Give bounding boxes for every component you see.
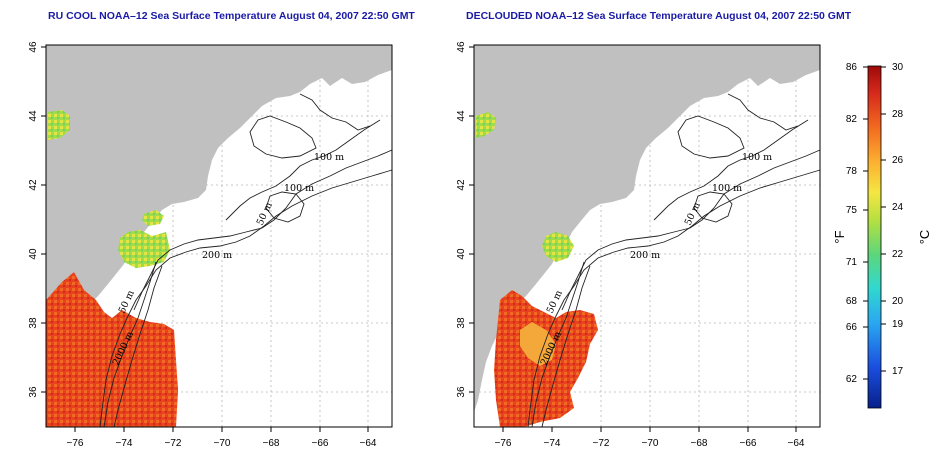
sst-cool-patch (142, 210, 164, 226)
fahrenheit-tick-label: 78 (846, 166, 858, 177)
sst-warm-area (520, 322, 556, 366)
gridlines (46, 45, 392, 427)
gridlines (474, 45, 820, 427)
lon-tick-labels: −76 −74 −72 −70 −68 −66 −64 (495, 438, 805, 449)
lon-tick-label: −68 (691, 438, 708, 449)
fahrenheit-tick-label: 75 (846, 205, 858, 216)
lon-tick-labels: −76 −74 −72 −70 −68 −66 −64 (67, 438, 377, 449)
lat-tick-label: 42 (28, 179, 39, 191)
lon-tick-label: −66 (312, 438, 329, 449)
lat-tick-label: 38 (28, 317, 39, 329)
contour-label: 100 m (712, 183, 742, 194)
lat-tick-labels: 46 44 42 40 38 36 (28, 41, 39, 398)
land-mass (46, 45, 392, 412)
map-frame (45, 44, 393, 428)
colorbar-ticks (863, 66, 886, 380)
fahrenheit-tick-label: 68 (846, 296, 858, 307)
lat-tick-label: 36 (456, 386, 467, 398)
celsius-tick-label: 30 (892, 62, 904, 73)
sst-cool-area (118, 230, 170, 268)
lon-tick-label: −64 (788, 438, 805, 449)
lon-tick-label: −68 (263, 438, 280, 449)
map-frame (473, 44, 821, 428)
sst-hot-area (46, 272, 178, 427)
celsius-tick-label: 24 (892, 202, 904, 213)
lat-tick-label: 36 (28, 386, 39, 398)
axis-ticks (41, 46, 369, 432)
lat-tick-label: 44 (456, 110, 467, 122)
lon-tick-label: −72 (593, 438, 610, 449)
map-panel-declouded: 100 m 100 m 50 m 200 m 50 m 2000 m −76 −… (456, 41, 821, 449)
fahrenheit-tick-label: 86 (846, 62, 858, 73)
lon-tick-label: −70 (214, 438, 231, 449)
panel-title-raw: RU COOL NOAA–12 Sea Surface Temperature … (48, 10, 415, 22)
celsius-tick-labels: 30 28 26 24 22 20 19 17 (892, 62, 904, 377)
celsius-tick-label: 20 (892, 296, 904, 307)
map-panel-raw: 100 m 100 m 50 m 200 m 50 m 2000 m −76 −… (28, 41, 393, 449)
contour-label: 200 m (202, 250, 232, 261)
bathymetry-contours (527, 93, 821, 428)
contour-label: 200 m (630, 250, 660, 261)
celsius-tick-label: 19 (892, 319, 904, 330)
contour-label: 100 m (314, 152, 344, 163)
celsius-tick-label: 26 (892, 155, 904, 166)
lat-tick-label: 44 (28, 110, 39, 122)
lon-tick-label: −64 (360, 438, 377, 449)
lat-tick-label: 38 (456, 317, 467, 329)
lon-tick-label: −76 (67, 438, 84, 449)
celsius-unit-label: °C (917, 230, 932, 245)
sst-cool-patch-north (476, 112, 496, 138)
celsius-tick-label: 17 (892, 366, 904, 377)
axis-ticks (469, 46, 797, 432)
fahrenheit-tick-labels: 86 82 78 75 71 68 66 62 (846, 62, 858, 385)
lat-tick-label: 46 (28, 41, 39, 53)
lat-tick-label: 40 (456, 248, 467, 260)
fahrenheit-tick-label: 62 (846, 374, 858, 385)
celsius-tick-label: 22 (892, 249, 904, 260)
bathymetry-contours (99, 93, 393, 428)
lat-tick-label: 46 (456, 41, 467, 53)
temperature-colorbar: 86 82 78 75 71 68 66 62 30 28 26 24 22 2… (832, 62, 932, 409)
fahrenheit-tick-label: 66 (846, 322, 858, 333)
sst-cool-patch-north (48, 110, 70, 140)
land-mass (474, 45, 820, 412)
lon-tick-label: −76 (495, 438, 512, 449)
fahrenheit-unit-label: °F (832, 230, 847, 243)
lon-tick-label: −74 (544, 438, 561, 449)
colorbar-gradient (867, 65, 882, 409)
lat-tick-labels: 46 44 42 40 38 36 (456, 41, 467, 398)
contour-label: 100 m (284, 183, 314, 194)
lon-tick-label: −70 (642, 438, 659, 449)
contour-label: 100 m (742, 152, 772, 163)
sst-cool-area (542, 232, 574, 262)
lon-tick-label: −72 (165, 438, 182, 449)
panel-title-declouded: DECLOUDED NOAA–12 Sea Surface Temperatur… (466, 10, 852, 22)
lon-tick-label: −66 (740, 438, 757, 449)
lat-tick-label: 42 (456, 179, 467, 191)
celsius-tick-label: 28 (892, 109, 904, 120)
fahrenheit-tick-label: 71 (846, 257, 858, 268)
fahrenheit-tick-label: 82 (846, 114, 858, 125)
lat-tick-label: 40 (28, 248, 39, 260)
lon-tick-label: −74 (116, 438, 133, 449)
